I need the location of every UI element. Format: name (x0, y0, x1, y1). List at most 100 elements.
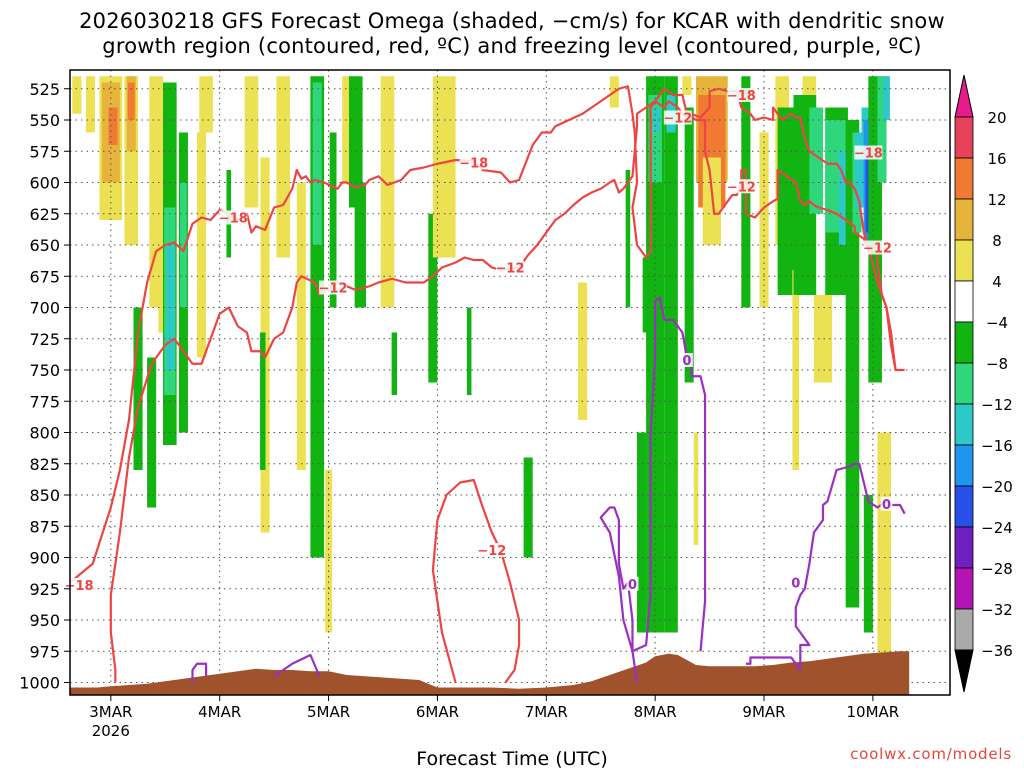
colorbar-swatch (954, 526, 974, 569)
contour-label-bg (854, 145, 883, 160)
omega-cell (809, 107, 823, 214)
freezing-level-contour (191, 662, 208, 683)
terrain (70, 651, 910, 695)
omega-cell (391, 332, 398, 395)
contour-label-bg (727, 179, 756, 194)
omega-cell (693, 432, 699, 545)
y-tick-label: 700 (29, 299, 60, 318)
colorbar-label: −24 (981, 519, 1013, 537)
colorbar-swatch (954, 444, 974, 487)
omega-cell (133, 307, 143, 470)
y-tick-label: 800 (29, 424, 60, 443)
colorbar-swatch (954, 362, 974, 405)
contour-label-bg (477, 543, 506, 557)
omega-cell (637, 432, 647, 633)
y-tick-label: 550 (29, 111, 60, 130)
omega-cell (466, 307, 472, 395)
y-tick-label: 675 (29, 267, 60, 286)
omega-cell (845, 120, 860, 608)
omega-cell (127, 82, 135, 120)
colorbar-label: −32 (981, 601, 1013, 619)
omega-cell (312, 82, 322, 245)
colorbar-swatch (954, 403, 974, 446)
colorbar-swatch (954, 485, 974, 528)
omega-cell (108, 107, 118, 145)
colorbar-swatch (954, 280, 974, 323)
contour-label-bg (65, 578, 94, 592)
colorbar-label: 20 (987, 109, 1006, 127)
colorbar-label: −4 (986, 314, 1008, 332)
y-tick-label: 600 (29, 174, 60, 193)
colorbar-label: 8 (992, 232, 1002, 250)
plot-frame (69, 69, 951, 696)
omega-cell (777, 107, 796, 295)
x-tick-label: 3MAR (89, 703, 132, 721)
colorbar-swatch (954, 321, 974, 364)
x-axis-label: Forecast Time (UTC) (416, 748, 608, 770)
colorbar-swatch (954, 198, 974, 241)
contours (70, 85, 906, 684)
dgz-contour (109, 87, 897, 683)
contour-label-bg (496, 260, 524, 275)
contour-label: −18 (854, 147, 883, 162)
contour-label-bg (863, 240, 892, 255)
omega-cell (432, 76, 456, 258)
x-tick-sublabel: 2026 (92, 722, 130, 740)
x-tick-label: 9MAR (742, 703, 785, 721)
contour-label: −18 (727, 89, 756, 104)
omega-cell (428, 213, 438, 383)
omega-cell (325, 470, 332, 633)
contour-label: −18 (459, 157, 488, 172)
omega-cell (72, 76, 82, 114)
contour-label: 0 (628, 578, 637, 593)
y-tick-label: 850 (29, 486, 60, 505)
y-tick-label: 950 (29, 611, 60, 630)
omega-cell (197, 132, 207, 358)
omega-cell (877, 76, 887, 183)
freezing-level-contour (273, 653, 321, 678)
omega-cell (276, 76, 290, 258)
omega-cell (854, 132, 864, 208)
colorbar-bottom-arrow (954, 649, 974, 693)
y-tick-label: 825 (29, 455, 60, 474)
y-tick-label: 975 (29, 642, 60, 661)
contour-label-bg (789, 575, 802, 590)
omega-cell (883, 76, 890, 120)
contour-labels: −18 −18 −18 −18 −18 −12 −12 −12 −12 −12 −12 0 0 0 0 (65, 88, 893, 594)
y-tick-label: 725 (29, 330, 60, 349)
omega-cell (865, 145, 872, 233)
contour-label: −12 (477, 544, 506, 559)
omega-cell (199, 76, 213, 133)
y-tick-label: 1000 (19, 674, 60, 693)
colorbar-label: −16 (981, 437, 1013, 455)
credit-link[interactable]: coolwx.com/models (850, 745, 1012, 763)
x-tick-label: 6MAR (416, 703, 459, 721)
omega-cell (348, 76, 363, 208)
x-tick-label: 7MAR (525, 703, 568, 721)
omega-cell (664, 76, 678, 633)
colorbar-label: −20 (981, 478, 1013, 496)
y-tick-label: 750 (29, 361, 60, 380)
colorbar-label: −36 (981, 642, 1013, 660)
omega-cell (792, 270, 800, 470)
contour-label-bg (626, 576, 639, 591)
omega-cell (380, 76, 395, 308)
colorbar-swatch (954, 116, 974, 159)
omega-cell (653, 107, 660, 133)
contour-label: −12 (663, 112, 692, 127)
x-tick-label: 4MAR (198, 703, 241, 721)
omega-cell (180, 182, 187, 308)
x-tick-label: 10MAR (847, 703, 900, 721)
y-tick-label: 650 (29, 236, 60, 255)
y-tick-label: 625 (29, 205, 60, 224)
colorbar-label: 16 (987, 150, 1006, 168)
y-tick-label: 575 (29, 142, 60, 161)
contour-label: 0 (791, 577, 800, 592)
y-tick-label: 900 (29, 549, 60, 568)
omega-cell (354, 182, 366, 308)
omega-cell (578, 282, 588, 420)
omega-cell (166, 245, 175, 370)
y-tick-label: 925 (29, 580, 60, 599)
